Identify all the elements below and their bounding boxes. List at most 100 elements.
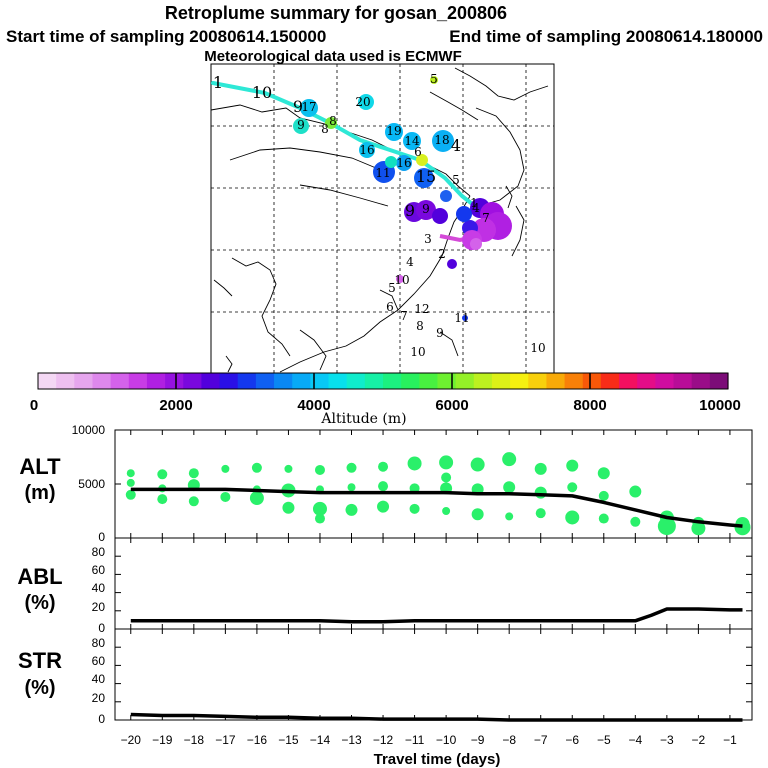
alt-scatter-point [441, 472, 452, 483]
trajectory-cluster-label: 5 [452, 173, 460, 187]
str-panel-unit: (%) [24, 677, 55, 699]
time-series-panels: −20 −19 −18 −17 −16 −15 −14 −13 −12 −11 −10 −9 −8 −7 −… [115, 429, 752, 747]
trajectory-cluster-label: 12 [414, 302, 429, 316]
trajectory-cluster-label: 11 [454, 311, 469, 325]
alt-scatter-point [251, 462, 262, 473]
trajectory-cluster-label: 7 [482, 211, 490, 225]
alt-scatter-point [221, 464, 230, 473]
alt-scatter-point [567, 482, 578, 493]
map-grid [211, 64, 554, 375]
alt-scatter-point [314, 464, 325, 475]
colorbar-swatch [255, 373, 275, 389]
alt-scatter-point [534, 486, 547, 499]
colorbar-swatch [328, 373, 348, 389]
plume-cluster [385, 123, 403, 141]
x-axis-label: Travel time (days) [374, 751, 501, 768]
alt-scatter-point [565, 510, 580, 525]
plume-cluster [416, 200, 436, 220]
str-ytick-40: 40 [92, 672, 106, 686]
colorbar-swatch [310, 373, 330, 389]
colorbar-tick-8000: 8000 [573, 397, 606, 414]
colorbar-swatch [92, 373, 112, 389]
x-tick-label: −9 [471, 733, 485, 747]
colorbar-swatch [38, 373, 57, 389]
plume-cluster [396, 155, 412, 171]
x-tick-label: −11 [405, 733, 425, 747]
plume-cluster [470, 238, 482, 250]
trajectory-cluster-label: 17 [301, 100, 316, 114]
trajectory-cluster-label: 9 [297, 118, 305, 132]
plume-cluster [414, 168, 434, 188]
figure-title: Retroplume summary for gosan_200806 [165, 3, 507, 23]
trajectory-cluster-label: 19 [386, 124, 401, 138]
colorbar-swatch [582, 373, 602, 389]
trajectory-cluster-label: 10 [530, 341, 545, 355]
x-tick-label: −10 [436, 733, 457, 747]
colorbar-swatch [274, 373, 293, 389]
trajectory-cluster-label: 9 [436, 326, 444, 340]
trajectory-cluster-label: 1 [213, 73, 223, 92]
plume-cluster [440, 190, 452, 202]
colorbar-tick-6000: 6000 [435, 397, 468, 414]
abl-ytick-40: 40 [92, 581, 106, 595]
str-line [130, 712, 743, 722]
colorbar-swatch [473, 373, 493, 389]
str-ytick-80: 80 [92, 636, 106, 650]
abl-panel-unit: (%) [24, 592, 55, 614]
plume-cluster [416, 154, 428, 166]
colorbar-swatch [637, 373, 656, 389]
x-tick-label: −6 [565, 733, 579, 747]
abl-ytick-0: 0 [98, 621, 105, 635]
trajectory-cluster-label: 7 [400, 309, 408, 323]
abl-ytick-80: 80 [92, 545, 106, 559]
alt-scatter-point [157, 469, 168, 480]
trajectory-cluster-label: 10 [394, 273, 409, 287]
trajectory-cluster-label: 8 [329, 114, 337, 128]
alt-scatter-point [534, 462, 547, 475]
end-time-text: End time of sampling 20080614.180000 [449, 27, 763, 46]
plume-cluster [432, 208, 448, 224]
x-tick-label: −19 [152, 733, 173, 747]
x-tick-label: −20 [121, 733, 142, 747]
plume-cluster [385, 156, 397, 168]
abl-ytick-20: 20 [92, 600, 106, 614]
x-tick-label: −1 [723, 733, 737, 747]
alt-scatter-point [442, 507, 451, 515]
x-tick-label: −3 [660, 733, 674, 747]
colorbar-swatch [219, 373, 239, 389]
colorbar-swatch [183, 373, 203, 389]
colorbar-tick-10000: 10000 [699, 397, 741, 414]
colorbar-swatch [619, 373, 638, 389]
colorbar-swatch [56, 373, 75, 389]
alt-scatter-point [249, 491, 264, 506]
trajectory-cluster-label: 9 [405, 201, 415, 220]
trajectory-cluster-label: 10 [252, 83, 272, 102]
str-ytick-20: 20 [92, 691, 106, 705]
colorbar-swatch [691, 373, 711, 389]
colorbar-swatch [165, 373, 184, 389]
x-tick-label: −16 [247, 733, 268, 747]
colorbar-swatch [673, 373, 693, 389]
trajectory-cluster-label: 4 [472, 201, 480, 215]
plume-cluster [430, 76, 438, 84]
alt-scatter-point [377, 500, 390, 513]
alt-ytick-5000: 5000 [78, 477, 105, 491]
trajectory-cluster-label: 16 [359, 143, 374, 157]
str-panel-label: STR [18, 648, 62, 673]
alt-scatter-point [409, 503, 420, 514]
alt-scatter-point [502, 452, 517, 467]
trajectory-cluster-label: 1 [470, 196, 478, 210]
trajectory-cluster-label: 4 [406, 255, 414, 269]
trajectory-cluster-label: 16 [396, 156, 411, 170]
str-ytick-0: 0 [98, 712, 105, 726]
abl-panel-label: ABL [17, 564, 62, 589]
plume-cluster [396, 275, 404, 283]
plume-cluster [432, 130, 454, 152]
colorbar-swatch [510, 373, 529, 389]
alt-scatter-point [629, 485, 642, 498]
x-tick-label: −14 [310, 733, 331, 747]
trajectory-cluster-label: 9 [293, 97, 303, 116]
plume-cluster [359, 142, 375, 158]
